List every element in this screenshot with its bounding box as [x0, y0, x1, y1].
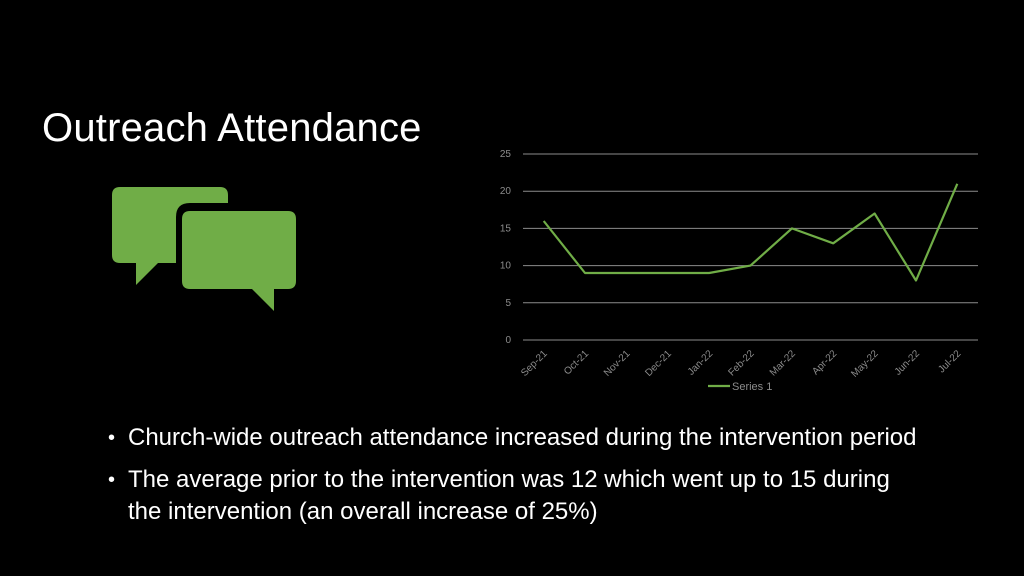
y-tick-label: 15 [500, 223, 512, 234]
x-tick-label: Dec-21 [643, 348, 674, 379]
chart-canvas: 0 5 10 15 20 25 Sep-21 Oct-21 Nov-21 Dec-21 Jan-22… [500, 149, 978, 393]
y-tick-label: 20 [500, 186, 512, 197]
chat-bubbles-icon [110, 185, 300, 315]
x-tick-label: Jan-22 [686, 348, 716, 378]
x-tick-label: Oct-21 [562, 348, 591, 377]
bullet-list: • Church-wide outreach attendance increa… [108, 422, 928, 538]
x-tick-label: Jun-22 [893, 348, 923, 378]
x-tick-label: Feb-22 [726, 348, 756, 378]
y-tick-label: 25 [500, 149, 512, 160]
legend-label: Series 1 [732, 381, 772, 393]
bullet-dot: • [108, 427, 116, 449]
bullet-text: The average prior to the intervention wa… [128, 466, 890, 525]
bullet-dot: • [108, 469, 116, 491]
y-tick-label: 10 [500, 261, 512, 272]
y-tick-label: 5 [505, 298, 511, 309]
bullet-item: • The average prior to the intervention w… [108, 464, 928, 528]
slide-title: Outreach Attendance [42, 106, 422, 150]
x-tick-label: Jul-22 [936, 348, 963, 375]
x-tick-label: Apr-22 [810, 348, 839, 377]
bullet-item: • Church-wide outreach attendance increa… [108, 422, 928, 454]
x-tick-label: May-22 [849, 348, 881, 380]
line-chart: 0 5 10 15 20 25 Sep-21 Oct-21 Nov-21 Dec-21 Jan-22… [480, 140, 1000, 400]
x-tick-label: Nov-21 [602, 348, 633, 379]
y-tick-label: 0 [505, 335, 511, 346]
x-tick-label: Sep-21 [519, 348, 550, 379]
x-tick-label: Mar-22 [768, 348, 798, 378]
bullet-text: Church-wide outreach attendance increase… [128, 424, 917, 451]
